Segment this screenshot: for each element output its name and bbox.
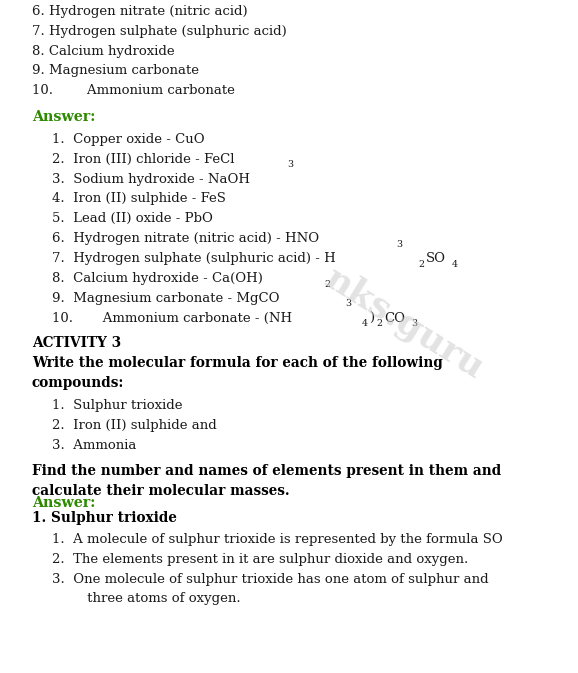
Text: 9.  Magnesium carbonate - MgCO: 9. Magnesium carbonate - MgCO — [52, 291, 280, 305]
Text: CO: CO — [384, 312, 405, 324]
Text: 1. Sulphur trioxide: 1. Sulphur trioxide — [32, 511, 177, 525]
Text: nks.guru: nks.guru — [318, 260, 491, 386]
Text: SO: SO — [426, 252, 446, 265]
Text: 4: 4 — [362, 319, 368, 328]
Text: ACTIVITY 3: ACTIVITY 3 — [32, 336, 121, 351]
Text: 3: 3 — [397, 240, 403, 249]
Text: 4.  Iron (II) sulphide - FeS: 4. Iron (II) sulphide - FeS — [52, 192, 226, 205]
Text: 4: 4 — [451, 260, 458, 269]
Text: compounds:: compounds: — [32, 376, 124, 390]
Text: 3.  Ammonia: 3. Ammonia — [52, 439, 136, 452]
Text: 1.  Sulphur trioxide: 1. Sulphur trioxide — [52, 399, 183, 412]
Text: 2: 2 — [376, 319, 382, 328]
Text: 7.  Hydrogen sulphate (sulphuric acid) - H: 7. Hydrogen sulphate (sulphuric acid) - … — [52, 252, 336, 265]
Text: 8. Calcium hydroxide: 8. Calcium hydroxide — [32, 44, 175, 57]
Text: Answer:: Answer: — [32, 496, 95, 510]
Text: 3: 3 — [287, 160, 294, 170]
Text: 6.  Hydrogen nitrate (nitric acid) - HNO: 6. Hydrogen nitrate (nitric acid) - HNO — [52, 232, 319, 245]
Text: 1.  Copper oxide - CuO: 1. Copper oxide - CuO — [52, 133, 205, 146]
Text: 10.       Ammonium carbonate - (NH: 10. Ammonium carbonate - (NH — [52, 312, 292, 324]
Text: three atoms of oxygen.: three atoms of oxygen. — [66, 592, 241, 606]
Text: Answer:: Answer: — [32, 110, 95, 124]
Text: 7. Hydrogen sulphate (sulphuric acid): 7. Hydrogen sulphate (sulphuric acid) — [32, 25, 287, 38]
Text: Find the number and names of elements present in them and: Find the number and names of elements pr… — [32, 464, 501, 479]
Text: 2: 2 — [418, 260, 424, 269]
Text: 9. Magnesium carbonate: 9. Magnesium carbonate — [32, 65, 199, 77]
Text: 3: 3 — [346, 299, 351, 308]
Text: 2.  Iron (III) chloride - FeCl: 2. Iron (III) chloride - FeCl — [52, 153, 235, 166]
Text: 2: 2 — [324, 279, 330, 289]
Text: 3: 3 — [411, 319, 417, 328]
Text: 8.  Calcium hydroxide - Ca(OH): 8. Calcium hydroxide - Ca(OH) — [52, 272, 263, 285]
Text: 2.  The elements present in it are sulphur dioxide and oxygen.: 2. The elements present in it are sulphu… — [52, 553, 468, 566]
Text: 6. Hydrogen nitrate (nitric acid): 6. Hydrogen nitrate (nitric acid) — [32, 5, 247, 17]
Text: 5.  Lead (II) oxide - PbO: 5. Lead (II) oxide - PbO — [52, 212, 213, 225]
Text: calculate their molecular masses.: calculate their molecular masses. — [32, 485, 290, 498]
Text: 3.  One molecule of sulphur trioxide has one atom of sulphur and: 3. One molecule of sulphur trioxide has … — [52, 573, 488, 586]
Text: ): ) — [369, 312, 375, 324]
Text: 10.        Ammonium carbonate: 10. Ammonium carbonate — [32, 84, 235, 97]
Text: 2.  Iron (II) sulphide and: 2. Iron (II) sulphide and — [52, 419, 217, 432]
Text: 1.  A molecule of sulphur trioxide is represented by the formula SO: 1. A molecule of sulphur trioxide is rep… — [52, 533, 503, 546]
Text: 3.  Sodium hydroxide - NaOH: 3. Sodium hydroxide - NaOH — [52, 172, 250, 186]
Text: Write the molecular formula for each of the following: Write the molecular formula for each of … — [32, 356, 443, 370]
